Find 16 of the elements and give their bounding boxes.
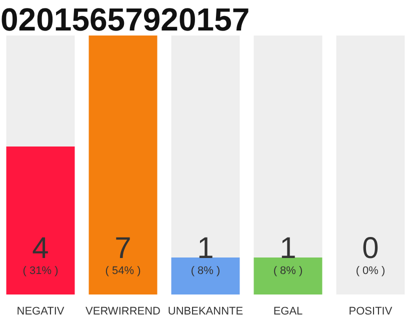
x-tick-label: VERWIRREND: [86, 306, 161, 318]
annotation: ( 8% ): [190, 265, 220, 278]
annotation: ( 54% ): [105, 265, 141, 278]
annotation: ( 0% ): [356, 265, 386, 278]
data-label: 7: [114, 232, 132, 266]
x-tick-label: UNBEKANNTE: [168, 306, 244, 318]
chart-title: 02015657920157: [0, 2, 250, 38]
annotation: 0: [362, 232, 379, 266]
annotation: ( 31% ): [22, 265, 58, 278]
data-label: 1: [280, 232, 296, 266]
data-label: 1: [197, 232, 214, 266]
x-tick-label: POSITIV: [348, 306, 393, 318]
x-tick-label: NEGATIV: [16, 306, 65, 318]
x-tick-label: EGAL: [273, 306, 303, 318]
data-label: 4: [32, 232, 49, 266]
annotation: ( 8% ): [273, 265, 303, 278]
